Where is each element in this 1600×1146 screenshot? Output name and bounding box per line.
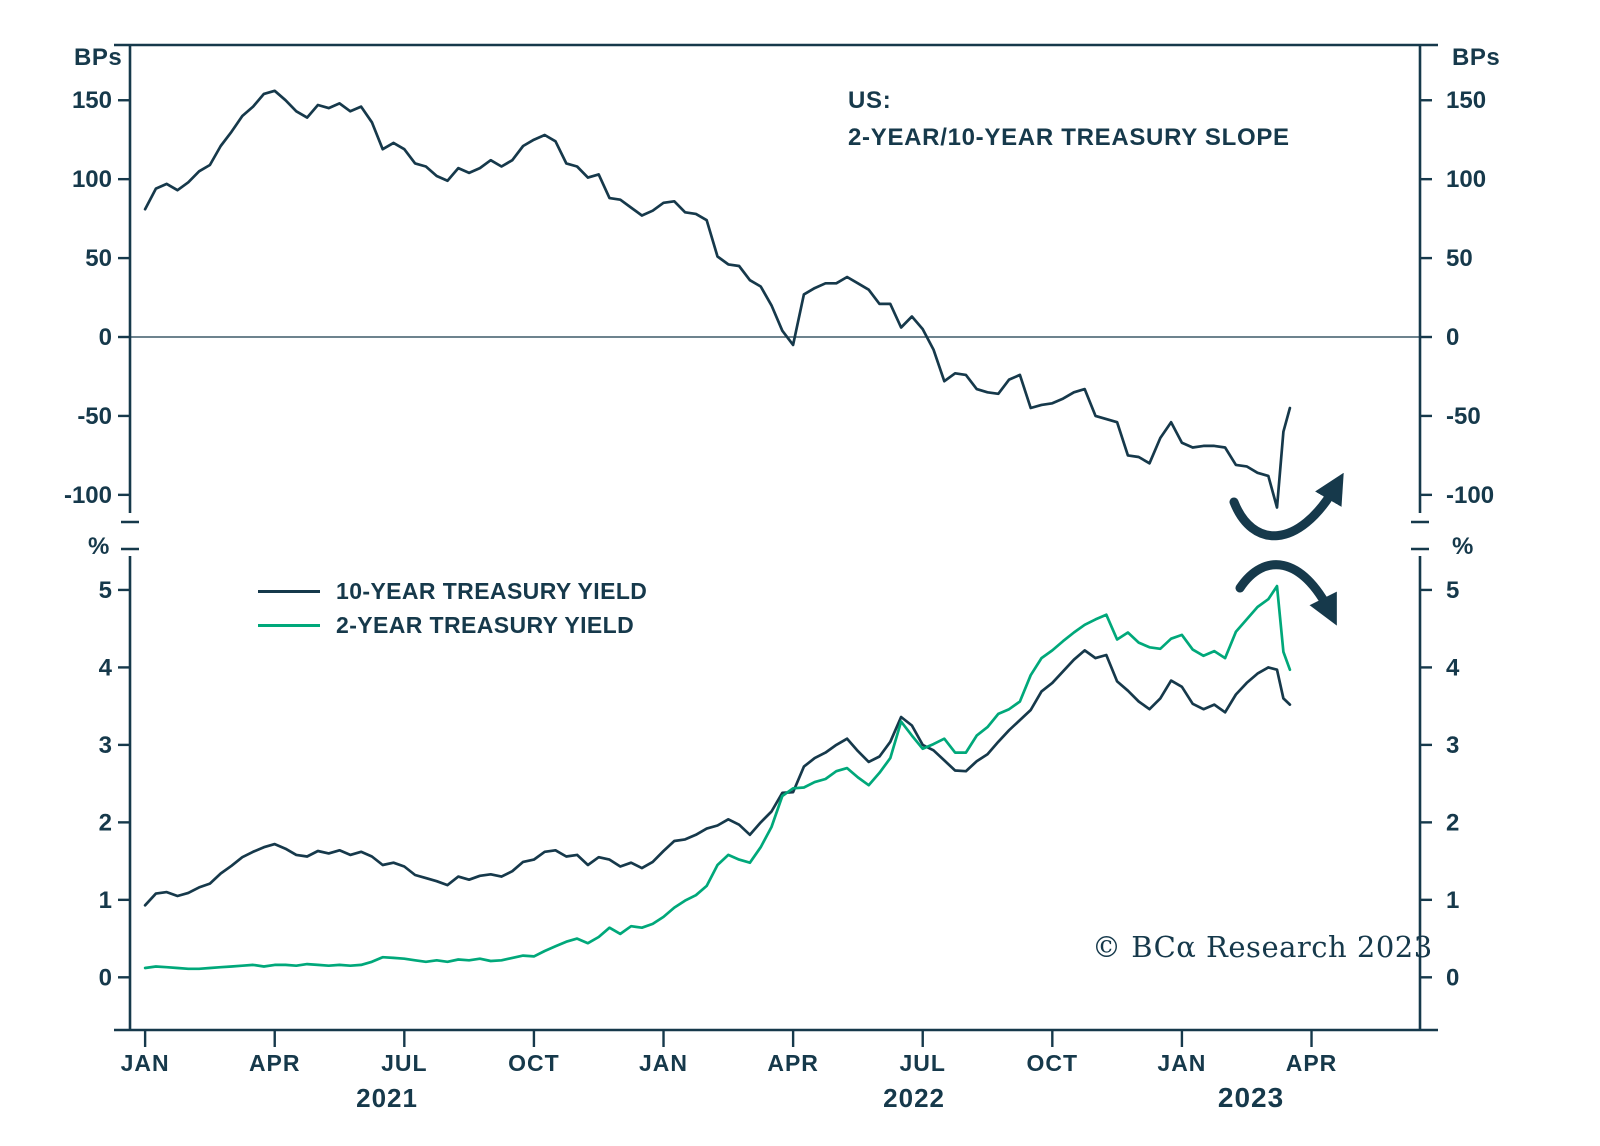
legend-item-2y: 2-YEAR TREASURY YIELD: [258, 608, 647, 642]
y-tick-label-right: 4: [1446, 654, 1460, 681]
y-tick-label-right: 0: [1446, 324, 1459, 351]
y-tick-label-left: -50: [77, 403, 112, 430]
y-tick-label-left: 150: [72, 87, 112, 114]
x-tick-label: JAN: [1157, 1050, 1206, 1076]
slope-reversal-arrow: [1229, 472, 1344, 541]
legend-swatch-10y: [258, 589, 320, 593]
x-tick-label: JAN: [121, 1050, 170, 1076]
slope-line: [143, 89, 1292, 509]
x-year-label: 2021: [356, 1083, 418, 1113]
y-tick-label-right: 150: [1446, 87, 1486, 114]
y-tick-label-left: 2: [99, 809, 112, 836]
x-tick-label: OCT: [1027, 1050, 1079, 1076]
y-tick-label-right: 5: [1446, 577, 1459, 604]
y-axis-unit-bottom-left: %: [88, 533, 110, 560]
y-tick-label-left: 3: [99, 732, 112, 759]
x-tick-label: JAN: [639, 1050, 688, 1076]
y-tick-label-right: -100: [1446, 482, 1494, 509]
y-tick-label-left: 4: [99, 654, 113, 681]
chart-title: US: 2-YEAR/10-YEAR TREASURY SLOPE: [848, 82, 1290, 156]
yield-reversal-arrow: [1235, 560, 1337, 626]
treasury-10y-line: [143, 649, 1292, 907]
y-axis-unit-top-right: BPs: [1452, 44, 1501, 71]
y-tick-label-right: 2: [1446, 809, 1459, 836]
chart-title-line2: 2-YEAR/10-YEAR TREASURY SLOPE: [848, 124, 1290, 151]
legend: 10-YEAR TREASURY YIELD 2-YEAR TREASURY Y…: [258, 574, 647, 642]
y-axis-unit-top-left: BPs: [74, 44, 123, 71]
x-tick-label: JUL: [899, 1050, 945, 1076]
y-tick-label-right: -50: [1446, 403, 1481, 430]
treasury-2y-line: [143, 584, 1292, 971]
y-tick-label-left: 5: [99, 577, 112, 604]
chart-title-line1: US:: [848, 87, 892, 114]
y-tick-label-right: 3: [1446, 732, 1459, 759]
copyright-notice: © BCα Research 2023: [1092, 930, 1433, 964]
x-tick-label: APR: [249, 1050, 301, 1076]
y-tick-label-right: 100: [1446, 166, 1486, 193]
y-tick-label-left: 0: [99, 964, 112, 991]
x-year-label: 2022: [883, 1083, 945, 1113]
x-tick-label: APR: [767, 1050, 819, 1076]
y-tick-label-left: 1: [99, 887, 112, 914]
legend-item-10y: 10-YEAR TREASURY YIELD: [258, 574, 647, 608]
y-tick-label-right: 1: [1446, 887, 1459, 914]
y-axis-unit-bottom-right: %: [1452, 533, 1474, 560]
y-tick-label-right: 0: [1446, 964, 1459, 991]
x-tick-label: APR: [1286, 1050, 1338, 1076]
y-tick-label-left: -100: [64, 482, 112, 509]
y-tick-label-left: 50: [85, 245, 112, 272]
legend-label-2y: 2-YEAR TREASURY YIELD: [336, 611, 635, 638]
y-tick-label-right: 50: [1446, 245, 1473, 272]
y-tick-label-left: 0: [99, 324, 112, 351]
x-year-label: 2023: [1218, 1082, 1284, 1113]
legend-label-10y: 10-YEAR TREASURY YIELD: [336, 577, 648, 604]
y-tick-label-left: 100: [72, 166, 112, 193]
legend-swatch-2y: [258, 623, 320, 627]
x-tick-label: JUL: [381, 1050, 427, 1076]
x-tick-label: OCT: [508, 1050, 560, 1076]
